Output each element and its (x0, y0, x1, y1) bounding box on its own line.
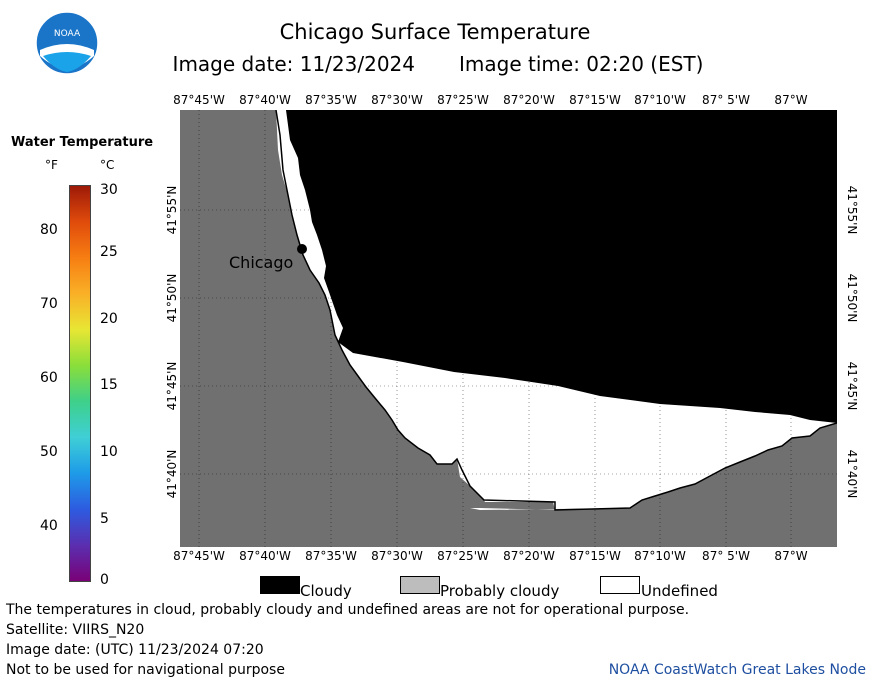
cloudy-area (286, 110, 837, 423)
lon-label: 87°45'W (173, 549, 225, 563)
lon-label: 87°15'W (569, 549, 621, 563)
lat-label: 41°55'N (845, 185, 859, 235)
cloudy-label: Cloudy (300, 582, 352, 600)
lat-label: 41°50'N (845, 273, 859, 323)
map-title: Chicago Surface Temperature (279, 20, 591, 44)
lon-label: 87°20'W (503, 549, 555, 563)
graticule (180, 110, 837, 547)
lon-label: 87°40'W (239, 549, 291, 563)
legend-title: Water Temperature (11, 135, 154, 150)
lat-label: 41°45'N (845, 361, 859, 411)
lon-label: 87°W (774, 549, 808, 563)
lat-label: 41°40'N (845, 449, 859, 499)
image-time: Image time: 02:20 (EST) (459, 52, 704, 76)
lon-label: 87°20'W (503, 93, 555, 107)
sst-map (180, 110, 837, 547)
c-tick: 15 (100, 377, 118, 393)
f-tick: 50 (40, 444, 58, 460)
undefined-label: Undefined (641, 582, 718, 600)
f-tick: 40 (40, 518, 58, 534)
unit-celsius: °C (100, 158, 115, 172)
undefined-swatch (600, 576, 640, 594)
navigation-warning: Not to be used for navigational purpose (6, 662, 285, 678)
credit: NOAA CoastWatch Great Lakes Node (608, 662, 866, 678)
lon-label: 87°30'W (371, 93, 423, 107)
f-tick: 70 (40, 296, 58, 312)
probably-cloudy-swatch (400, 576, 440, 594)
city-label: Chicago (229, 253, 294, 272)
lon-label: 87°10'W (634, 549, 686, 563)
lon-label: 87°40'W (239, 93, 291, 107)
f-tick: 80 (40, 222, 58, 238)
c-tick: 25 (100, 244, 118, 260)
chicago-marker (297, 244, 307, 254)
c-tick: 5 (100, 511, 109, 527)
disclaimer: The temperatures in cloud, probably clou… (6, 602, 690, 618)
lon-label: 87° 5'W (702, 93, 750, 107)
lon-label: 87°W (774, 93, 808, 107)
color-scale-bar (69, 185, 91, 582)
logo-text: NOAA (54, 29, 81, 39)
c-tick: 10 (100, 444, 118, 460)
image-date: Image date: 11/23/2024 (172, 52, 416, 76)
utc-date: Image date: (UTC) 11/23/2024 07:20 (6, 642, 264, 658)
lon-label: 87°35'W (305, 549, 357, 563)
cloudy-swatch (260, 576, 300, 594)
lon-label: 87°15'W (569, 93, 621, 107)
lat-label: 41°40'N (165, 449, 179, 499)
lon-label: 87°25'W (437, 93, 489, 107)
lon-label: 87°45'W (173, 93, 225, 107)
noaa-logo: NOAA (35, 11, 99, 75)
lat-label: 41°50'N (165, 273, 179, 323)
lon-label: 87°30'W (371, 549, 423, 563)
lon-label: 87°10'W (634, 93, 686, 107)
coastline (275, 110, 837, 511)
f-tick: 60 (40, 370, 58, 386)
c-tick: 0 (100, 572, 109, 588)
lon-label: 87°35'W (305, 93, 357, 107)
lat-label: 41°45'N (165, 361, 179, 411)
satellite-info: Satellite: VIIRS_N20 (6, 622, 145, 638)
unit-fahrenheit: °F (45, 158, 58, 172)
lat-label: 41°55'N (165, 185, 179, 235)
lon-label: 87°25'W (437, 549, 489, 563)
c-tick: 30 (100, 182, 118, 198)
c-tick: 20 (100, 311, 118, 327)
lon-label: 87° 5'W (702, 549, 750, 563)
probably-cloudy-label: Probably cloudy (440, 582, 560, 600)
image-datetime: Image date: 11/23/2024 Image time: 02:20 … (0, 52, 876, 76)
